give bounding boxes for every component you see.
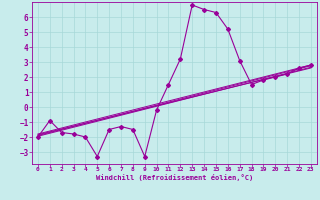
X-axis label: Windchill (Refroidissement éolien,°C): Windchill (Refroidissement éolien,°C) <box>96 174 253 181</box>
